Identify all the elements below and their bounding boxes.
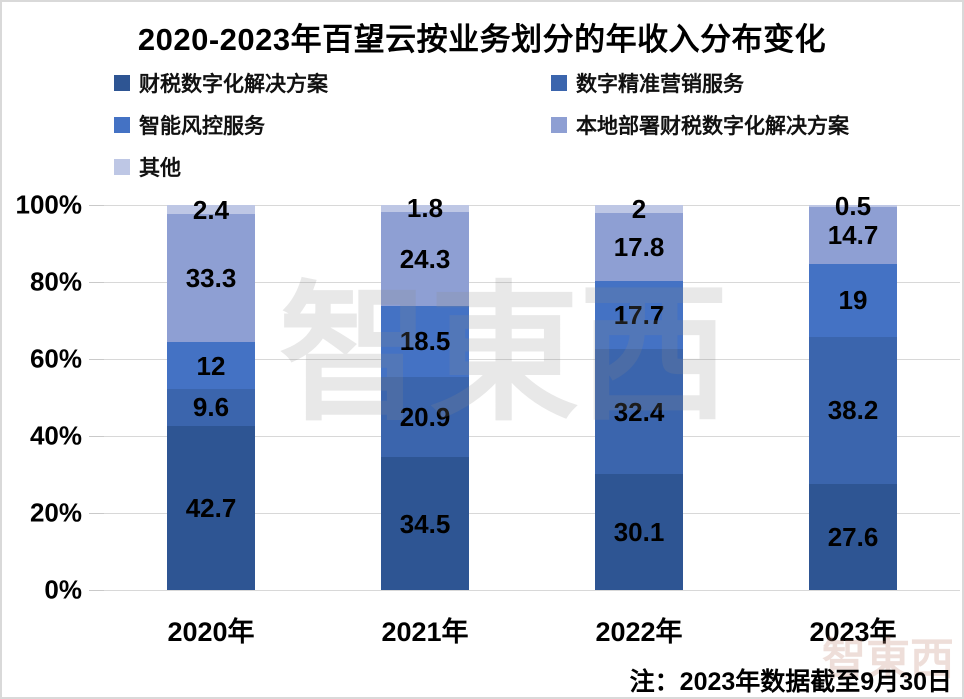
gridline xyxy=(104,436,960,437)
y-tick-label: 0% xyxy=(44,574,82,605)
footnote: 注：2023年数据截至9月30日 xyxy=(629,668,952,696)
legend-swatch-icon xyxy=(114,75,130,91)
y-tick-mark xyxy=(89,359,104,360)
bar-value-label: 2 xyxy=(631,193,647,224)
bar-value-label: 32.4 xyxy=(613,396,665,427)
gridline xyxy=(104,359,960,360)
bar-value-label: 20.9 xyxy=(399,401,451,432)
y-tick-mark xyxy=(89,282,104,283)
stacked-bar-2023年: 27.6 38.2 19 14.7 0.5 xyxy=(809,193,897,590)
bar-value-label: 33.3 xyxy=(185,263,237,294)
bar-segment: 27.6 xyxy=(809,483,897,590)
gridline xyxy=(104,205,960,206)
bar-segment: 0.5 xyxy=(809,193,897,219)
bar-segment: 14.7 xyxy=(809,206,897,264)
bar-segment: 9.6 xyxy=(167,388,255,426)
y-axis: 100% 80% 60% 40% 20% 0% xyxy=(2,190,83,605)
y-tick-mark xyxy=(89,513,104,514)
bars: 42.7 9.6 12 33.3 2.4 34.5 20.9 18.5 24.3 1.8 30.1 3… xyxy=(104,193,960,590)
y-tick-label: 100% xyxy=(15,189,83,220)
bar-value-label: 18.5 xyxy=(399,326,451,357)
legend-label: 财税数字化解决方案 xyxy=(139,73,328,96)
bar-value-label: 30.1 xyxy=(613,517,665,548)
bar-segment: 12 xyxy=(167,342,255,389)
bar-value-label: 14.7 xyxy=(827,220,879,251)
bar-value-label: 2.4 xyxy=(192,194,230,225)
bar-segment: 34.5 xyxy=(381,457,469,590)
bar-segment: 32.4 xyxy=(595,349,683,475)
stacked-bar-2020年: 42.7 9.6 12 33.3 2.4 xyxy=(167,197,255,590)
legend-swatch-icon xyxy=(114,117,130,133)
stacked-bar-2021年: 34.5 20.9 18.5 24.3 1.8 xyxy=(381,195,469,590)
legend-label: 本地部署财税数字化解决方案 xyxy=(576,115,849,138)
x-category-label: 2023年 xyxy=(809,617,897,647)
bar-segment: 38.2 xyxy=(809,336,897,484)
legend-label: 其他 xyxy=(139,157,181,180)
bar-value-label: 38.2 xyxy=(827,395,879,426)
x-category-label: 2022年 xyxy=(595,617,683,647)
x-category-label: 2021年 xyxy=(381,617,469,647)
gridline xyxy=(104,282,960,283)
gridline xyxy=(104,590,960,591)
y-tick-label: 40% xyxy=(29,420,82,451)
bar-value-label: 19 xyxy=(838,285,868,316)
chart-title: 2020-2023年百望云按业务划分的年收入分布变化 xyxy=(137,22,827,57)
legend-item: 本地部署财税数字化解决方案 xyxy=(551,110,849,140)
bar-value-label: 9.6 xyxy=(192,392,230,423)
bar-value-label: 0.5 xyxy=(834,190,872,221)
bar-segment: 17.8 xyxy=(595,212,683,282)
bar-value-label: 17.7 xyxy=(613,300,665,331)
bar-value-label: 1.8 xyxy=(406,193,444,224)
bar-segment: 30.1 xyxy=(595,474,683,590)
bar-segment: 18.5 xyxy=(381,305,469,377)
bar-slot: 27.6 38.2 19 14.7 0.5 xyxy=(746,193,960,590)
x-axis: 2020年 2021年 2022年 2023年 xyxy=(104,610,960,649)
legend-item: 数字精准营销服务 xyxy=(551,68,849,98)
bar-value-label: 17.8 xyxy=(613,231,665,262)
bar-segment: 1.8 xyxy=(381,195,469,221)
legend: 财税数字化解决方案 数字精准营销服务智能风控服务 本地部署财税数字化解决方案其他 xyxy=(114,68,849,182)
bar-segment: 33.3 xyxy=(167,214,255,343)
legend-swatch-icon xyxy=(551,117,567,133)
x-category-label: 2020年 xyxy=(167,617,255,647)
plot-area: 42.7 9.6 12 33.3 2.4 34.5 20.9 18.5 24.3 1.8 30.1 3… xyxy=(89,193,960,591)
bar-value-label: 24.3 xyxy=(399,243,451,274)
bar-value-label: 34.5 xyxy=(399,508,451,539)
legend-label: 数字精准营销服务 xyxy=(576,73,744,96)
legend-label: 智能风控服务 xyxy=(139,115,265,138)
legend-item: 财税数字化解决方案 xyxy=(114,68,551,98)
bar-segment: 20.9 xyxy=(381,376,469,458)
legend-item: 智能风控服务 xyxy=(114,110,551,140)
y-tick-mark xyxy=(89,590,104,591)
y-tick-mark xyxy=(89,205,104,206)
bar-value-label: 27.6 xyxy=(827,521,879,552)
legend-swatch-icon xyxy=(114,159,130,175)
y-tick-label: 60% xyxy=(29,343,82,374)
bar-slot: 30.1 32.4 17.7 17.8 2 xyxy=(532,196,746,590)
gridline xyxy=(104,513,960,514)
bar-segment: 2 xyxy=(595,196,683,222)
bar-slot: 42.7 9.6 12 33.3 2.4 xyxy=(104,197,318,590)
bar-slot: 34.5 20.9 18.5 24.3 1.8 xyxy=(318,195,532,590)
legend-swatch-icon xyxy=(551,75,567,91)
legend-item: 其他 xyxy=(114,152,551,182)
bar-segment: 19 xyxy=(809,263,897,337)
bar-value-label: 42.7 xyxy=(185,492,237,523)
bar-segment: 42.7 xyxy=(167,425,255,590)
stacked-bar-2022年: 30.1 32.4 17.7 17.8 2 xyxy=(595,196,683,590)
bar-segment: 17.7 xyxy=(595,281,683,350)
y-tick-mark xyxy=(89,436,104,437)
bar-segment: 2.4 xyxy=(167,197,255,223)
bar-value-label: 12 xyxy=(196,350,226,381)
y-tick-label: 80% xyxy=(29,266,82,297)
y-tick-label: 20% xyxy=(29,497,82,528)
bar-segment: 24.3 xyxy=(381,211,469,306)
